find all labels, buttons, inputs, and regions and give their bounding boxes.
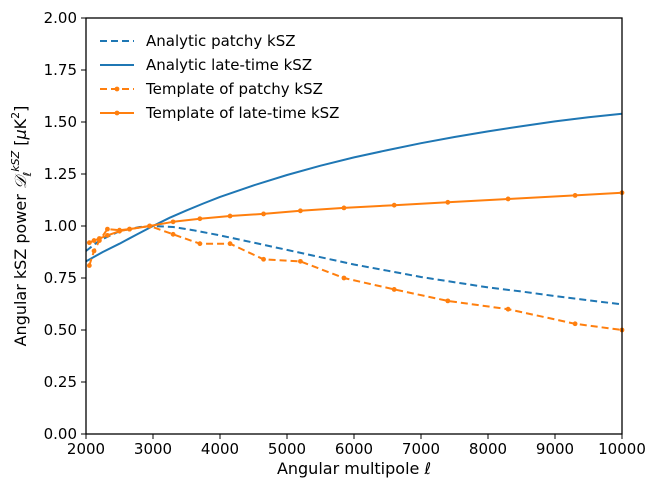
series-3-point [572, 321, 578, 327]
series-3-point [105, 226, 110, 232]
y-tick-label: 0.00 [44, 425, 77, 443]
y-tick-label: 0.75 [44, 269, 77, 287]
x-axis-label: Angular multipole ℓ [277, 459, 431, 478]
legend: Analytic patchy kSZ Analytic late-time kS… [100, 32, 339, 122]
series-3-point [391, 287, 397, 292]
plot-frame [85, 17, 623, 435]
x-tick-label: 6000 [335, 440, 373, 458]
series-4-point [341, 205, 347, 211]
series-3-point [86, 263, 92, 268]
y-tick-label: 1.25 [44, 165, 77, 183]
x-tick-label: 9000 [536, 440, 574, 458]
x-tick-label: 8000 [469, 440, 507, 458]
x-tick-label: 3000 [134, 440, 172, 458]
series-4-point [170, 219, 176, 225]
series-4-point [572, 193, 578, 198]
series-4-point [147, 223, 153, 229]
series-3-point [445, 298, 451, 304]
y-tick-label: 0.25 [44, 373, 77, 391]
series-4-point [391, 202, 397, 208]
series-3-point [227, 241, 233, 247]
x-tick-label: 2000 [67, 440, 105, 458]
y-axis-label: Angular kSZ power 𝒟ℓkSZ [μK2] [9, 106, 34, 347]
x-tick-label: 10000 [598, 440, 646, 458]
series-4-point [261, 211, 266, 217]
series-4-point [298, 208, 303, 214]
y-tick-label: 1.75 [44, 61, 77, 79]
series-3-point [505, 306, 511, 312]
series-layer [85, 112, 625, 333]
series-line-2 [85, 112, 623, 263]
legend-label: Analytic late-time kSZ [146, 56, 312, 74]
series-4-point [97, 236, 102, 241]
series-4-point [91, 238, 97, 243]
series-4-point [505, 196, 511, 202]
y-tick-label: 2.00 [44, 9, 77, 27]
series-3-point [298, 258, 303, 264]
legend-label: Template of patchy kSZ [145, 80, 323, 98]
series-3-point [91, 248, 97, 254]
series-3-point [197, 241, 203, 247]
x-tick-label: 4000 [201, 440, 239, 458]
series-3-point [341, 275, 347, 281]
series-3-point [170, 231, 176, 237]
legend-label: Template of late-time kSZ [145, 104, 339, 122]
y-tick-label: 1.00 [44, 217, 77, 235]
series-4-point [197, 216, 203, 222]
series-4-point [127, 226, 132, 232]
series-4-point [86, 240, 92, 246]
series-4-point [117, 228, 122, 234]
legend-label: Analytic patchy kSZ [146, 32, 296, 50]
series-3-point [261, 256, 266, 262]
y-tick-label: 1.50 [44, 113, 77, 131]
y-tick-label: 0.50 [44, 321, 77, 339]
plot-area [86, 18, 622, 434]
series-4-point [227, 213, 233, 219]
axis-ticks: 2000 3000 4000 5000 6000 7000 8000 9000 10000 0.0… [44, 9, 646, 458]
series-4-point [105, 232, 110, 238]
legend-marker [114, 86, 120, 92]
x-tick-label: 7000 [402, 440, 440, 458]
legend-marker [114, 110, 120, 116]
x-tick-label: 5000 [268, 440, 306, 458]
series-4-point [445, 199, 451, 205]
